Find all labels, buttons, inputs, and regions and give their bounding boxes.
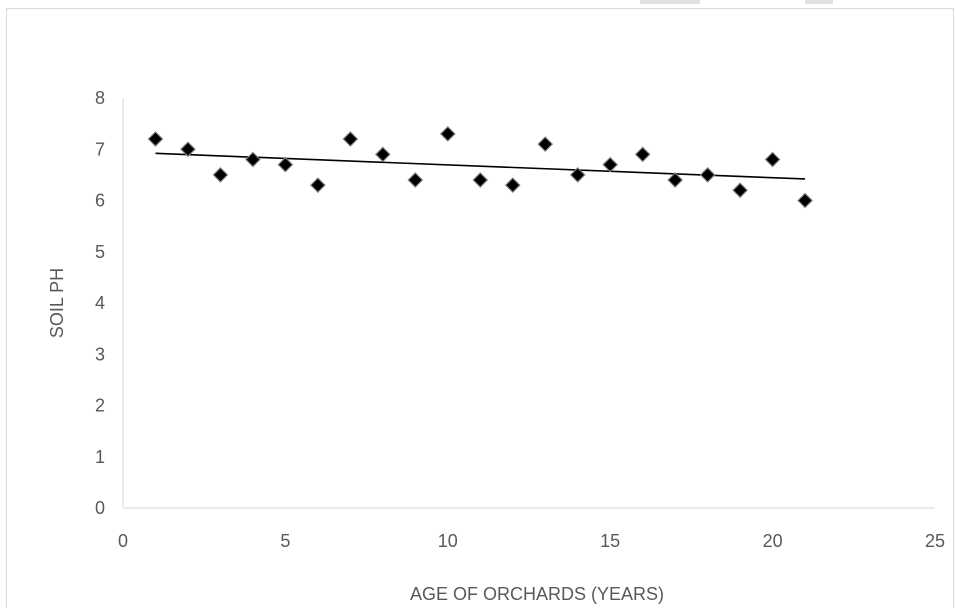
data-point-diamond [569,167,586,183]
data-point-diamond [699,167,716,183]
data-point-diamond [180,141,196,158]
data-point-diamond [147,131,164,147]
data-point-diamond [797,192,813,209]
data-point-diamond [764,151,781,168]
data-points [147,126,813,209]
data-point-diamond [342,131,359,147]
x-tick-label: 15 [600,531,620,551]
data-point-diamond [537,136,554,152]
x-tick-label: 5 [280,531,290,551]
x-axis-title: AGE OF ORCHARDS (YEARS) [410,584,664,604]
data-point-diamond [504,177,521,193]
x-tick-label: 25 [925,531,945,551]
data-point-diamond [245,151,261,168]
y-tick-label: 2 [95,396,105,416]
data-point-diamond [732,182,748,199]
data-point-diamond [634,146,651,163]
trendline-layer [155,152,806,180]
data-point-diamond [407,172,424,188]
y-tick-label: 3 [95,344,105,364]
data-point-diamond [277,156,294,173]
data-point-diamond [439,126,456,142]
y-tick-label: 6 [95,191,105,211]
tick-labels: 0 1 2 3 4 5 6 7 8 0 5 10 15 20 25 [95,88,945,551]
data-point-diamond [602,156,619,173]
data-point-diamond [310,177,326,193]
y-tick-label: 5 [95,242,105,262]
x-tick-label: 20 [763,531,783,551]
x-tick-label: 10 [438,531,458,551]
y-tick-label: 4 [95,293,105,313]
cropped-caption-strip [0,0,956,8]
y-tick-label: 7 [95,139,105,159]
y-tick-label: 1 [95,447,105,467]
y-tick-label: 0 [95,498,105,518]
data-point-diamond [374,146,391,163]
data-point-diamond [667,172,684,188]
y-axis-title: SOIL PH [47,268,67,338]
x-tick-label: 0 [118,531,128,551]
trendline [155,152,806,180]
axes [122,98,935,509]
data-point-diamond [212,167,229,183]
data-point-diamond [472,172,489,188]
y-tick-label: 8 [95,88,105,108]
